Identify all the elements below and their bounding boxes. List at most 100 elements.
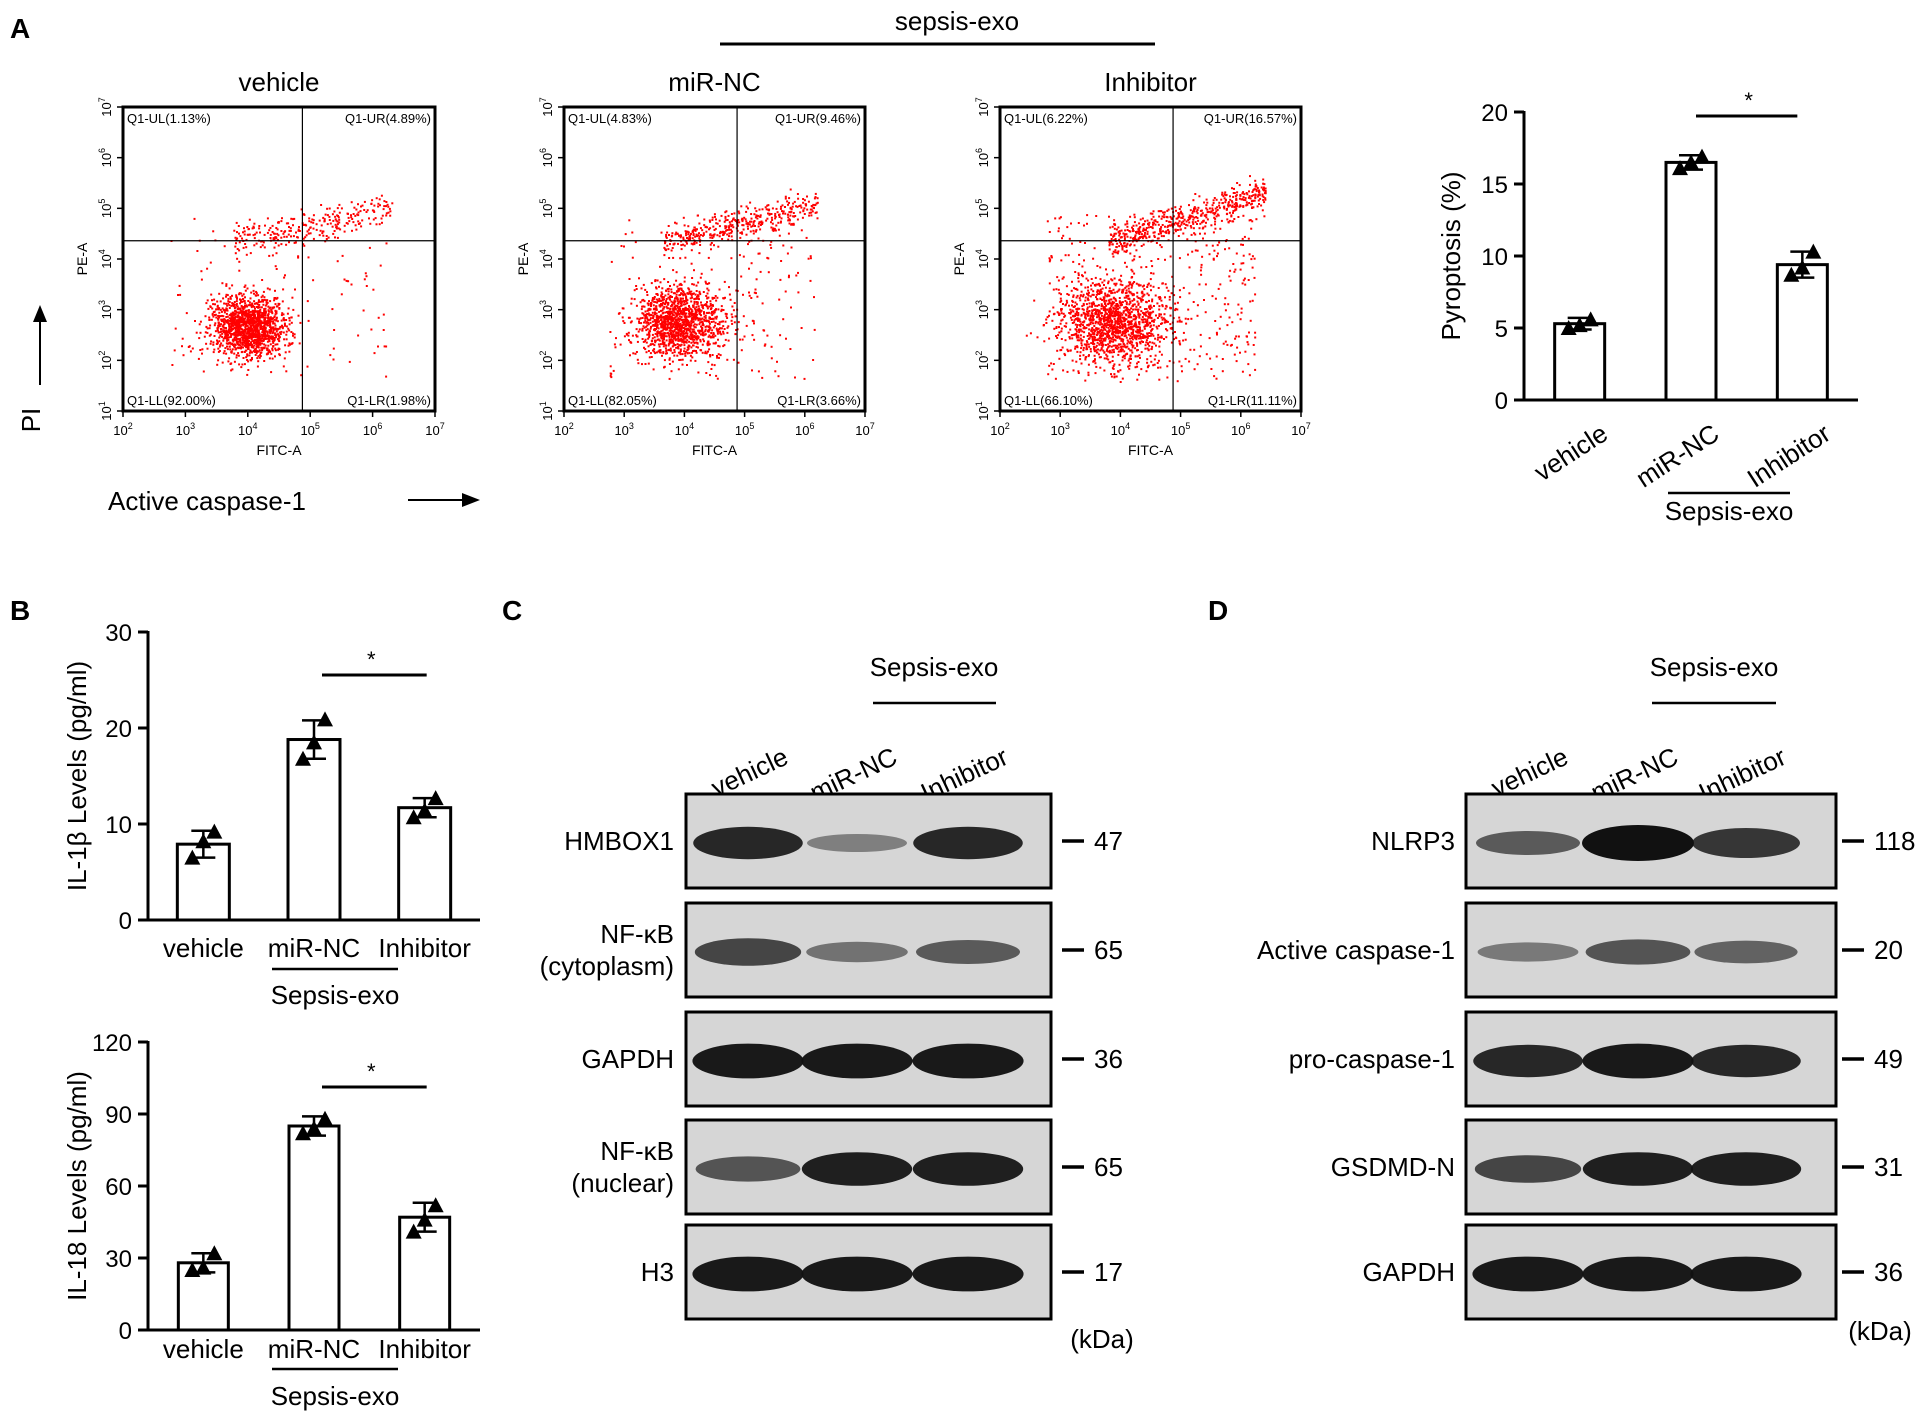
event-dot [1163,313,1166,316]
event-dot [1088,305,1091,308]
event-dot [647,345,650,348]
event-dot [697,305,700,308]
event-dot [677,308,680,310]
event-dot [706,226,709,229]
event-dot [777,228,780,231]
event-dot [697,214,699,217]
event-dot [1113,277,1116,280]
event-dot [266,340,269,343]
event-dot [1127,287,1130,290]
event-dot [242,341,245,344]
event-dot [747,223,749,225]
event-dot [691,333,694,336]
event-dot [686,292,689,295]
event-dot [212,341,215,344]
event-dot [209,324,212,327]
event-dot [643,300,646,303]
event-dot [243,351,246,353]
event-dot [642,305,645,308]
event-dot [1130,307,1133,310]
event-dot [1122,311,1125,314]
event-dot [312,219,315,222]
event-dot [1053,327,1056,330]
event-dot [1092,316,1094,319]
event-dot [259,311,262,314]
event-dot [276,338,279,341]
event-dot [242,357,245,359]
event-dot [695,323,698,326]
event-dot [748,223,751,226]
event-dot [1120,345,1123,348]
event-dot [659,351,662,354]
event-dot [633,298,636,301]
event-dot [1119,321,1122,324]
event-dot [777,375,780,378]
event-dot [666,311,668,313]
event-dot [734,333,737,336]
event-dot [212,351,215,354]
event-dot [679,257,682,260]
event-dot [693,336,696,339]
event-dot [1119,349,1122,352]
event-dot [662,316,665,319]
event-dot [264,318,266,320]
event-dot [1136,344,1139,347]
event-dot [643,321,645,324]
event-dot [1082,324,1084,327]
event-dot [660,335,663,338]
event-dot [363,209,366,211]
event-dot [768,212,771,215]
event-dot [263,325,266,328]
event-dot [255,346,258,348]
event-dot [1097,327,1100,330]
event-dot [684,352,687,355]
event-dot [722,330,725,333]
event-dot [646,333,649,336]
event-dot [230,326,233,329]
event-dot [1132,282,1135,285]
event-dot [229,297,232,300]
event-dot [656,293,659,295]
event-dot [733,302,736,304]
event-dot [338,211,341,214]
event-dot [686,332,689,335]
event-dot [666,244,669,247]
event-dot [227,338,230,341]
event-dot [684,314,687,317]
event-dot [685,312,688,315]
sepsis-exo-label: sepsis-exo [895,6,1019,36]
event-dot [1100,337,1103,340]
event-dot [287,327,290,330]
event-dot [363,200,366,203]
event-dot [1095,320,1098,323]
event-dot [699,340,702,343]
event-dot [261,299,264,301]
event-dot [1140,340,1143,343]
event-dot [667,326,670,329]
event-dot [772,227,775,230]
event-dot [690,242,693,245]
event-dot [239,309,242,312]
event-dot [211,312,214,315]
event-dot [788,197,791,200]
event-dot [748,291,750,294]
event-dot [255,231,258,234]
event-dot [1176,320,1179,323]
event-dot [643,305,646,308]
event-dot [235,294,238,297]
event-dot [663,366,665,369]
event-dot [691,351,693,354]
event-dot [673,354,676,357]
event-dot [686,349,689,352]
y-tick-label: 102 [97,351,114,370]
event-dot [649,321,652,324]
event-dot [1120,323,1123,326]
event-dot [1113,324,1116,326]
event-dot [681,358,684,361]
event-dot [686,302,689,305]
event-dot [266,301,269,304]
event-dot [732,309,735,312]
event-dot [646,324,649,327]
event-dot [688,312,691,315]
event-dot [1133,298,1135,301]
